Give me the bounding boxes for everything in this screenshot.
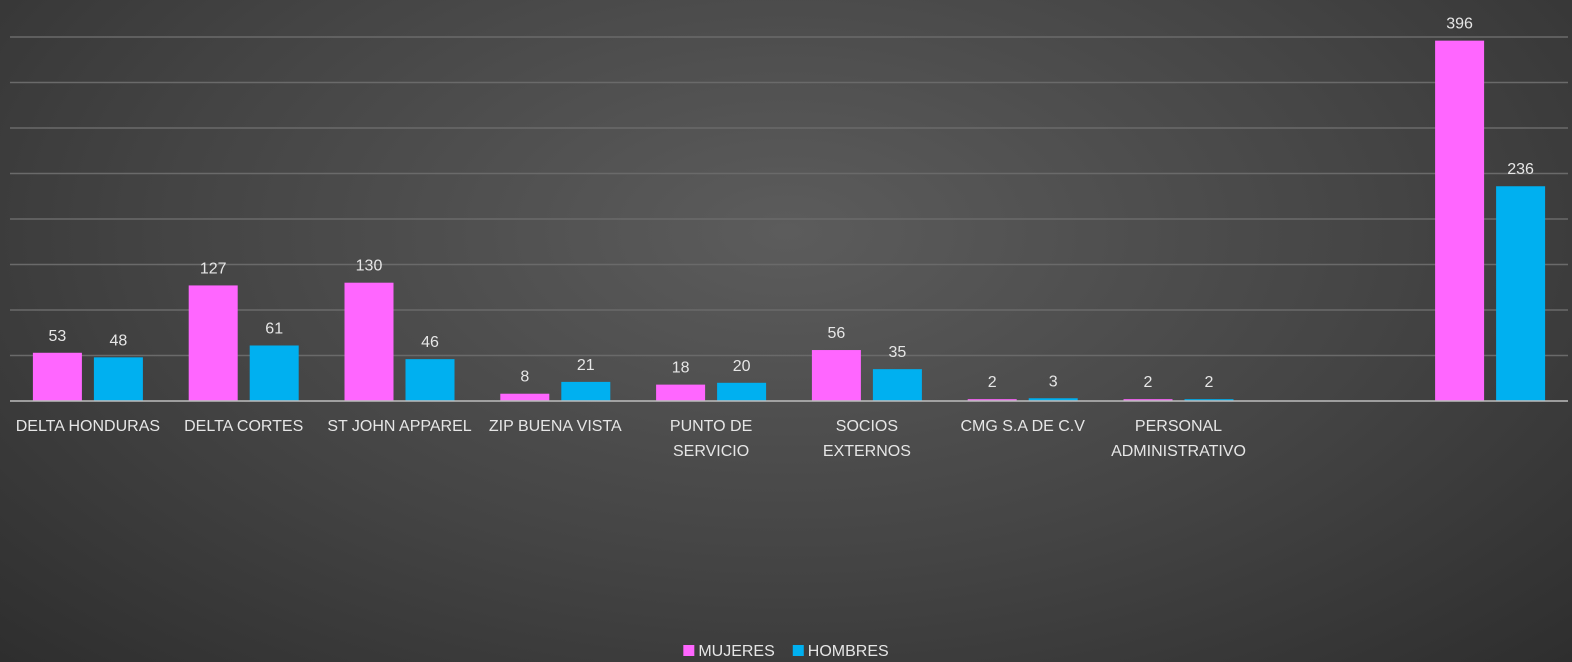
legend-label: MUJERES — [698, 643, 774, 660]
data-label: 2 — [1205, 374, 1214, 391]
bar-mujeres — [32, 352, 82, 401]
bar-mujeres — [656, 384, 706, 401]
bar-hombres — [1184, 399, 1234, 401]
legend-swatch — [683, 645, 695, 656]
data-label: 56 — [828, 325, 846, 342]
legend-label: HOMBRES — [808, 643, 889, 660]
data-label: 20 — [733, 358, 751, 375]
bar-hombres — [1028, 398, 1078, 401]
bar-mujeres — [188, 285, 238, 401]
gridlines — [10, 36, 1568, 357]
category-label: DELTA HONDURAS — [16, 418, 160, 435]
data-label: 3 — [1049, 373, 1058, 390]
data-label: 61 — [265, 320, 283, 337]
category-label: SOCIOS EXTERNOS — [823, 418, 911, 460]
data-label: 35 — [889, 344, 907, 361]
bar-mujeres — [1123, 399, 1173, 401]
data-label: 127 — [200, 260, 227, 277]
bar-mujeres — [500, 393, 550, 401]
bar-mujeres — [344, 282, 394, 401]
data-label: 18 — [672, 360, 690, 377]
category-label: PUNTO DE SERVICIO — [670, 418, 752, 460]
legend-item-hombres: HOMBRES — [792, 643, 889, 660]
bar-hombres — [249, 345, 299, 401]
category-label: CMG S.A DE C.V — [960, 418, 1085, 435]
bars — [32, 40, 1546, 401]
bar-mujeres — [967, 399, 1017, 401]
category-label: ZIP BUENA VISTA — [489, 418, 622, 435]
legend: MUJERES HOMBRES — [683, 643, 889, 660]
data-label: 2 — [1144, 374, 1153, 391]
data-label: 48 — [110, 332, 128, 349]
bar-hombres — [717, 382, 767, 401]
bar-hombres — [872, 369, 922, 401]
legend-swatch — [792, 645, 804, 656]
bar-hombres — [405, 359, 455, 401]
bar-hombres — [1496, 186, 1546, 401]
category-label: ST JOHN APPAREL — [327, 418, 471, 435]
data-label: 130 — [356, 258, 383, 275]
category-labels: DELTA HONDURAS DELTA CORTES ST JOHN APPARE… — [16, 418, 1246, 460]
data-label: 8 — [520, 369, 529, 386]
bar-hombres — [93, 357, 143, 401]
bar-hombres — [561, 381, 611, 401]
data-labels: 53 48 127 61 130 46 8 21 18 20 56 35 2 3 2 2 396 236 — [49, 16, 1535, 392]
bar-mujeres — [811, 350, 861, 401]
data-label: 53 — [49, 328, 67, 345]
bar-mujeres — [1435, 40, 1485, 401]
legend-item-mujeres: MUJERES — [683, 643, 775, 660]
category-label: PERSONAL ADMINISTRATIVO — [1111, 418, 1246, 460]
data-label: 21 — [577, 357, 595, 374]
data-label: 236 — [1507, 161, 1534, 178]
data-label: 2 — [988, 374, 997, 391]
data-label: 46 — [421, 334, 439, 351]
category-label: DELTA CORTES — [184, 418, 303, 435]
data-label: 396 — [1446, 16, 1473, 33]
